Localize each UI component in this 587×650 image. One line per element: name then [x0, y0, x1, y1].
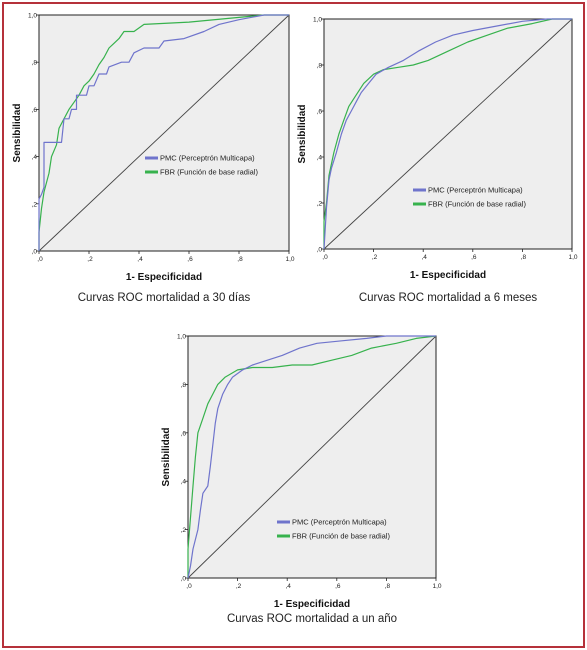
y-tick-label: ,8 — [32, 60, 38, 67]
legend-label: PMC (Perceptrón Multicapa) — [428, 186, 523, 195]
x-tick-label: ,4 — [285, 583, 291, 590]
roc-curve-pmc — [323, 18, 572, 250]
y-tick-label: ,0 — [181, 576, 187, 583]
y-tick-label: ,2 — [181, 527, 187, 534]
x-tick-label: ,4 — [421, 254, 427, 261]
x-tick-label: ,4 — [137, 256, 143, 263]
y-tick-label: 1,0 — [177, 334, 186, 341]
roc-chart-1: ,0 ,2 ,4 ,6 ,8 1,0 ,0 ,2 ,4 ,6 ,8 1,0 PMC (Perceptró… — [12, 13, 295, 305]
x-tick-label: ,2 — [372, 254, 378, 261]
y-tick-label: ,6 — [32, 107, 38, 114]
x-tick-label: ,0 — [37, 256, 43, 263]
legend-label: FBR (Función de base radial) — [428, 200, 526, 209]
roc-chart-3: ,0 ,2 ,4 ,6 ,8 1,0 ,0 ,2 ,4 ,6 ,8 1,0 PMC (Perceptró… — [161, 334, 442, 626]
x-tick-label: ,2 — [87, 256, 93, 263]
y-tick-label: ,0 — [32, 249, 38, 256]
roc-curve-pmc — [187, 335, 436, 579]
roc-curve-fbr — [187, 335, 437, 578]
chart-caption: Curvas ROC mortalidad a un año — [227, 613, 397, 625]
y-tick-label: ,4 — [317, 155, 323, 162]
x-tick-label: ,8 — [521, 254, 527, 261]
x-tick-label: ,6 — [471, 254, 477, 261]
x-axis-title: 1- Especificidad — [410, 270, 486, 281]
chart-caption: Curvas ROC mortalidad a 6 meses — [359, 292, 538, 304]
x-tick-label: ,8 — [237, 256, 243, 263]
y-tick-label: ,0 — [317, 247, 323, 254]
x-tick-label: ,0 — [322, 254, 328, 261]
y-tick-label: ,8 — [181, 382, 187, 389]
reference-diagonal — [323, 18, 573, 250]
roc-curve-fbr — [38, 14, 289, 251]
y-tick-label: ,4 — [32, 154, 38, 161]
y-tick-label: ,6 — [317, 109, 323, 116]
y-tick-label: 1,0 — [28, 13, 37, 20]
y-tick-label: ,6 — [181, 430, 187, 437]
y-axis-title: Sensibilidad — [12, 104, 23, 163]
legend-label: FBR (Función de base radial) — [160, 168, 258, 177]
x-tick-label: ,0 — [186, 583, 192, 590]
x-tick-label: 1,0 — [432, 583, 441, 590]
y-tick-label: 1,0 — [313, 17, 322, 24]
y-axis-title: Sensibilidad — [297, 105, 308, 164]
chart-caption: Curvas ROC mortalidad a 30 días — [78, 292, 251, 304]
roc-chart-2: ,0 ,2 ,4 ,6 ,8 1,0 ,0 ,2 ,4 ,6 ,8 1,0 PMC (Perceptró… — [297, 17, 578, 305]
x-axis-title: 1- Especificidad — [274, 599, 350, 610]
roc-curve-pmc — [38, 14, 289, 251]
x-tick-label: 1,0 — [568, 254, 577, 261]
legend-label: PMC (Perceptrón Multicapa) — [160, 154, 255, 163]
y-tick-label: ,4 — [181, 479, 187, 486]
legend-label: FBR (Función de base radial) — [292, 532, 390, 541]
roc-curve-fbr — [323, 18, 572, 249]
reference-diagonal — [187, 335, 437, 579]
x-tick-label: ,8 — [385, 583, 391, 590]
legend-label: PMC (Perceptrón Multicapa) — [292, 518, 387, 527]
x-tick-label: ,2 — [236, 583, 242, 590]
x-axis-title: 1- Especificidad — [126, 272, 202, 283]
x-tick-label: ,6 — [187, 256, 193, 263]
y-tick-label: ,8 — [317, 63, 323, 70]
x-tick-label: ,6 — [335, 583, 341, 590]
x-tick-label: 1,0 — [285, 256, 294, 263]
reference-diagonal — [38, 14, 290, 252]
y-tick-label: ,2 — [317, 201, 323, 208]
y-tick-label: ,2 — [32, 201, 38, 208]
y-axis-title: Sensibilidad — [161, 428, 172, 487]
